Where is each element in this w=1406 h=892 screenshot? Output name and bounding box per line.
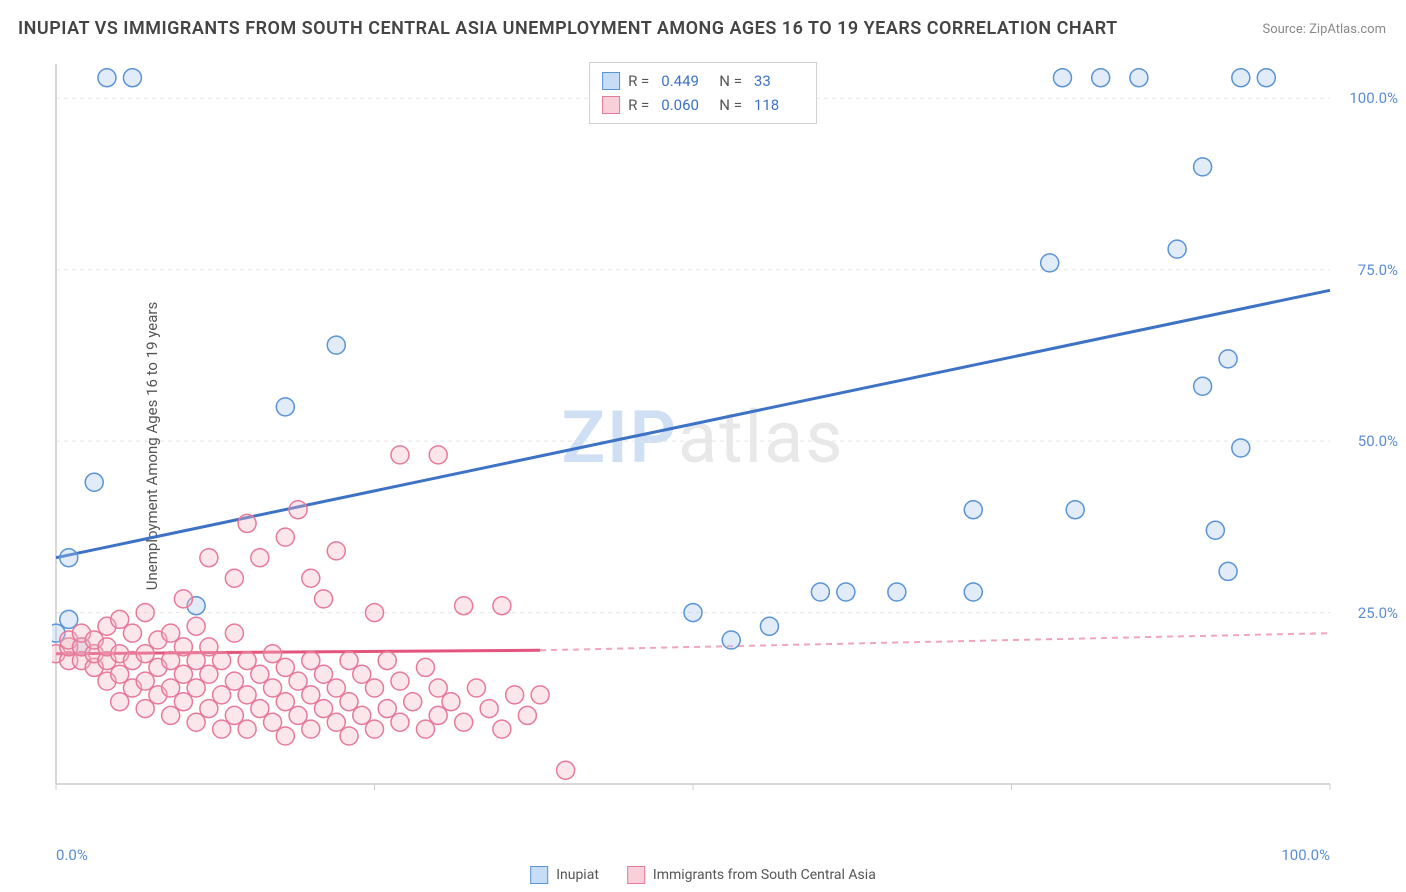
x-tick-label: 100.0% [1281, 846, 1330, 864]
n-label: N = [719, 69, 742, 93]
y-tick-label: 25.0% [1358, 604, 1398, 622]
r-value: 0.060 [661, 93, 711, 117]
legend-stats-row: R = 0.060 N = 118 [602, 93, 804, 117]
chart-plot-area [52, 60, 1386, 830]
r-label: R = [628, 93, 649, 117]
legend-series: Inupiat Immigrants from South Central As… [530, 866, 876, 884]
y-tick-label: 50.0% [1358, 432, 1398, 450]
n-value: 33 [754, 69, 804, 93]
legend-label: Immigrants from South Central Asia [653, 867, 876, 883]
r-value: 0.449 [661, 69, 711, 93]
n-value: 118 [754, 93, 804, 117]
chart-title: INUPIAT VS IMMIGRANTS FROM SOUTH CENTRAL… [18, 18, 1118, 39]
legend-swatch-pink [602, 96, 620, 114]
legend-stats-row: R = 0.449 N = 33 [602, 69, 804, 93]
chart-svg [52, 60, 1386, 830]
y-tick-label: 100.0% [1349, 89, 1398, 107]
r-label: R = [628, 69, 649, 93]
legend-item: Immigrants from South Central Asia [627, 866, 876, 884]
legend-swatch-blue [602, 72, 620, 90]
legend-stats-box: R = 0.449 N = 33 R = 0.060 N = 118 [589, 62, 817, 124]
legend-item: Inupiat [530, 866, 599, 884]
legend-swatch-pink [627, 866, 645, 884]
source-attribution: Source: ZipAtlas.com [1262, 22, 1386, 37]
n-label: N = [719, 93, 742, 117]
x-tick-label: 0.0% [56, 846, 88, 864]
legend-label: Inupiat [556, 867, 599, 883]
legend-swatch-blue [530, 866, 548, 884]
y-tick-label: 75.0% [1358, 261, 1398, 279]
